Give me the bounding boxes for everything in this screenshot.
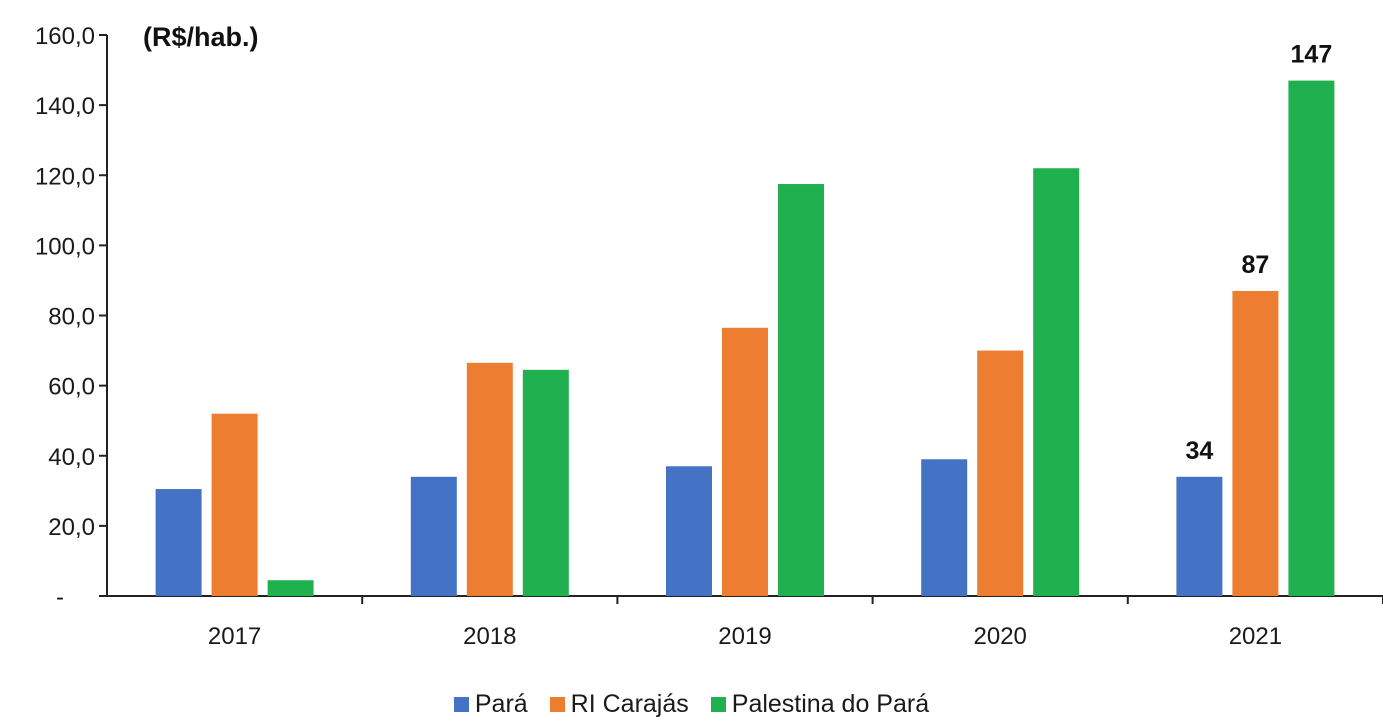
legend-item: Palestina do Pará <box>710 690 930 719</box>
legend-label: Pará <box>474 690 528 718</box>
y-tick-label: 140,0 <box>35 93 95 120</box>
bar-par--2020 <box>921 459 968 596</box>
y-tick-label: - <box>56 584 64 611</box>
x-tick-label: 2018 <box>463 623 516 650</box>
legend-item: Pará <box>453 690 528 719</box>
bar-par--2019 <box>666 466 712 596</box>
legend-item: RI Carajás <box>549 690 689 719</box>
bar-ri-caraj-s-2017 <box>211 413 258 596</box>
data-label: 34 <box>1185 437 1213 465</box>
x-ticks: 2017 2018 2019 2020 2021 <box>208 596 1383 650</box>
x-tick-label: 2019 <box>718 623 771 650</box>
y-ticks: - 20,0 40,0 60,0 80,0 100,0 120,0 140,0 160,0 <box>35 23 107 611</box>
unit-label: (R$/hab.) <box>143 22 259 52</box>
legend-swatch <box>549 697 565 712</box>
bar-par--2017 <box>155 489 202 596</box>
legend-label: Palestina do Pará <box>731 690 930 718</box>
y-tick-label: 160,0 <box>35 23 95 50</box>
y-tick-label: 60,0 <box>48 374 95 401</box>
bar-palestina-do-par--2017 <box>267 580 314 596</box>
bar-ri-caraj-s-2019 <box>722 327 768 596</box>
y-tick-label: 20,0 <box>48 514 95 541</box>
bar-palestina-do-par--2019 <box>778 184 824 596</box>
bars <box>155 80 1335 597</box>
y-tick-label: 40,0 <box>48 444 95 471</box>
bar-ri-caraj-s-2018 <box>466 362 513 596</box>
x-tick-label: 2017 <box>208 623 261 650</box>
legend-swatch <box>710 697 726 712</box>
bar-ri-caraj-s-2020 <box>977 350 1024 596</box>
bar-palestina-do-par--2018 <box>522 369 569 596</box>
x-tick-label: 2021 <box>1229 623 1282 650</box>
data-label: 87 <box>1241 251 1269 279</box>
y-tick-label: 120,0 <box>35 163 95 190</box>
bar-par--2021 <box>1176 476 1223 596</box>
data-labels: 34 87 147 <box>1185 41 1332 465</box>
data-label: 147 <box>1291 41 1333 69</box>
x-tick-label: 2020 <box>974 623 1027 650</box>
bar-chart: (R$/hab.) - 20,0 40,0 60,0 80,0 100,0 120,0 140… <box>35 22 1383 650</box>
bar-ri-caraj-s-2021 <box>1232 290 1279 596</box>
bar-palestina-do-par--2020 <box>1033 168 1080 597</box>
y-tick-label: 80,0 <box>48 304 95 331</box>
legend-swatch <box>453 697 469 712</box>
y-tick-label: 100,0 <box>35 233 95 260</box>
bar-par--2018 <box>410 476 457 596</box>
legend-label: RI Carajás <box>570 690 689 718</box>
legend: Pará RI Carajás Palestina do Pará <box>0 690 1383 719</box>
bar-palestina-do-par--2021 <box>1288 80 1335 597</box>
